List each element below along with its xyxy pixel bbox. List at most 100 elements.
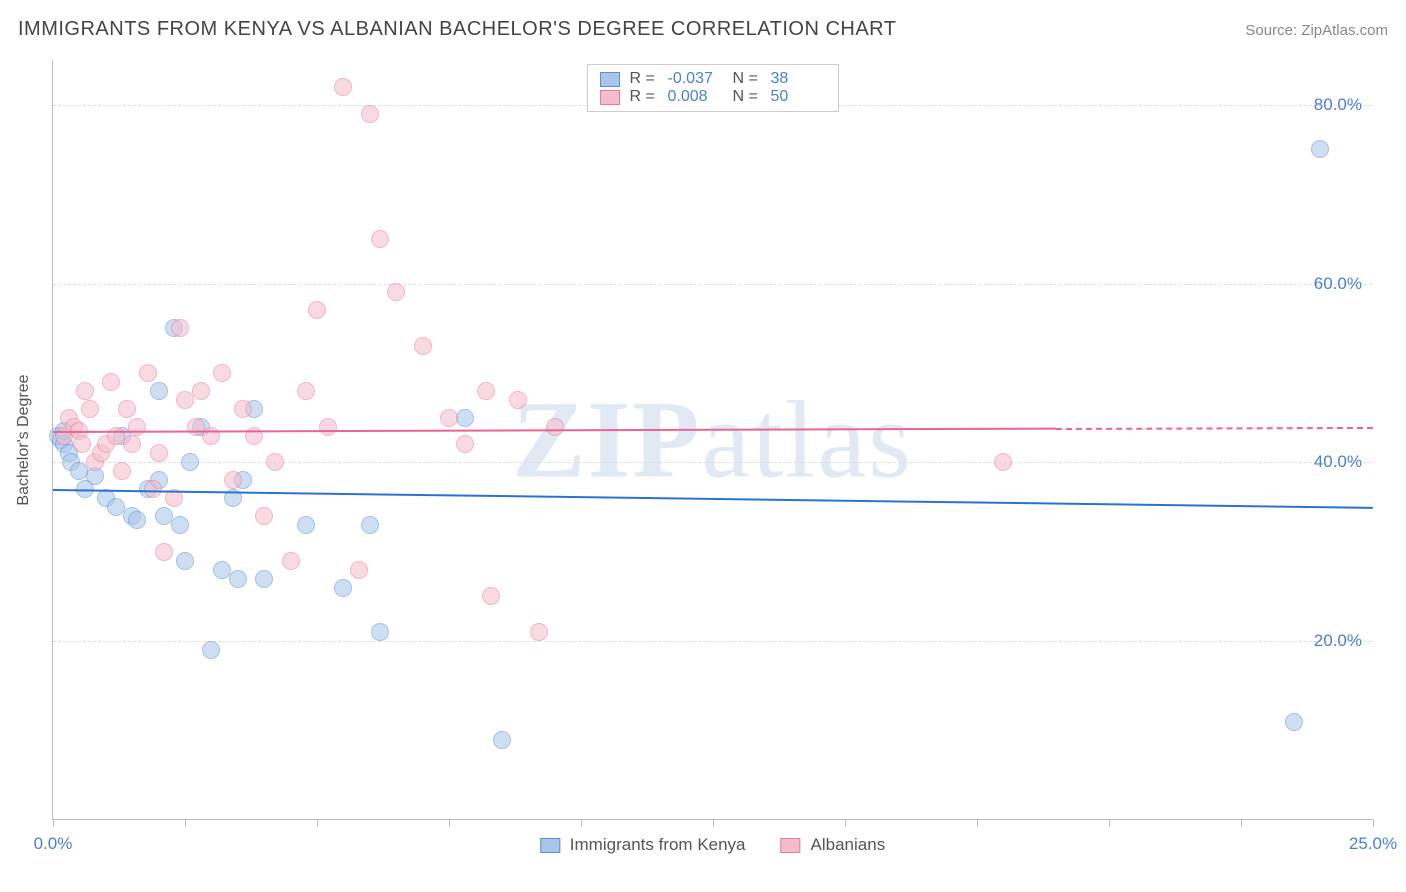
legend-correlation-box: R = -0.037 N = 38 R = 0.008 N = 50 <box>587 64 839 112</box>
data-point-albanians <box>245 427 263 445</box>
data-point-albanians <box>350 561 368 579</box>
data-point-kenya <box>1285 713 1303 731</box>
x-tick-label: 0.0% <box>34 834 73 854</box>
data-point-albanians <box>123 435 141 453</box>
legend-series-box: Immigrants from Kenya Albanians <box>540 835 885 855</box>
data-point-albanians <box>81 400 99 418</box>
data-point-kenya <box>371 623 389 641</box>
data-point-albanians <box>282 552 300 570</box>
data-point-albanians <box>113 462 131 480</box>
chart-title: IMMIGRANTS FROM KENYA VS ALBANIAN BACHEL… <box>18 18 896 41</box>
data-point-albanians <box>414 337 432 355</box>
y-tick-label: 80.0% <box>1314 95 1362 115</box>
data-point-kenya <box>1311 140 1329 158</box>
data-point-albanians <box>440 409 458 427</box>
watermark: ZIPatlas <box>512 376 913 503</box>
legend-label-kenya: Immigrants from Kenya <box>570 835 746 855</box>
data-point-albanians <box>118 400 136 418</box>
data-point-albanians <box>76 382 94 400</box>
legend-swatch-kenya <box>600 72 620 87</box>
legend-N-label: N = <box>733 88 761 106</box>
data-point-albanians <box>482 587 500 605</box>
data-point-kenya <box>361 516 379 534</box>
data-point-albanians <box>509 391 527 409</box>
legend-N-value-albanians: 50 <box>771 88 826 106</box>
data-point-albanians <box>308 301 326 319</box>
trend-line <box>1056 427 1373 430</box>
data-point-albanians <box>150 444 168 462</box>
x-tick <box>977 819 978 827</box>
data-point-albanians <box>530 623 548 641</box>
source-attribution: Source: ZipAtlas.com <box>1245 22 1388 40</box>
legend-N-label: N = <box>733 70 761 88</box>
source-value: ZipAtlas.com <box>1301 22 1388 39</box>
data-point-albanians <box>192 382 210 400</box>
x-tick <box>1109 819 1110 827</box>
source-label: Source: <box>1245 22 1301 39</box>
data-point-albanians <box>477 382 495 400</box>
data-point-kenya <box>128 511 146 529</box>
data-point-albanians <box>213 364 231 382</box>
data-point-kenya <box>171 516 189 534</box>
legend-swatch-albanians <box>781 838 801 853</box>
x-tick <box>713 819 714 827</box>
y-tick-label: 60.0% <box>1314 274 1362 294</box>
data-point-kenya <box>493 731 511 749</box>
x-tick <box>1373 819 1374 827</box>
trend-line <box>53 489 1373 509</box>
x-tick <box>845 819 846 827</box>
data-point-albanians <box>371 230 389 248</box>
data-point-albanians <box>144 480 162 498</box>
data-point-kenya <box>181 453 199 471</box>
data-point-albanians <box>297 382 315 400</box>
data-point-albanians <box>361 105 379 123</box>
legend-R-value-kenya: -0.037 <box>668 70 723 88</box>
data-point-albanians <box>546 418 564 436</box>
legend-item-albanians: Albanians <box>781 835 886 855</box>
gridline <box>53 641 1372 642</box>
data-point-albanians <box>139 364 157 382</box>
x-tick <box>317 819 318 827</box>
y-tick-label: 40.0% <box>1314 452 1362 472</box>
data-point-albanians <box>128 418 146 436</box>
data-point-kenya <box>176 552 194 570</box>
gridline <box>53 462 1372 463</box>
legend-R-label: R = <box>630 88 658 106</box>
x-tick <box>1241 819 1242 827</box>
legend-N-value-kenya: 38 <box>771 70 826 88</box>
data-point-albanians <box>234 400 252 418</box>
data-point-albanians <box>994 453 1012 471</box>
data-point-kenya <box>229 570 247 588</box>
data-point-albanians <box>224 471 242 489</box>
x-tick <box>53 819 54 827</box>
legend-row-kenya: R = -0.037 N = 38 <box>600 70 826 88</box>
legend-label-albanians: Albanians <box>811 835 886 855</box>
legend-R-label: R = <box>630 70 658 88</box>
legend-row-albanians: R = 0.008 N = 50 <box>600 88 826 106</box>
data-point-albanians <box>334 78 352 96</box>
data-point-albanians <box>456 435 474 453</box>
y-tick-label: 20.0% <box>1314 631 1362 651</box>
data-point-albanians <box>319 418 337 436</box>
legend-swatch-albanians <box>600 90 620 105</box>
data-point-albanians <box>255 507 273 525</box>
data-point-albanians <box>171 319 189 337</box>
x-tick <box>185 819 186 827</box>
data-point-albanians <box>387 283 405 301</box>
data-point-kenya <box>334 579 352 597</box>
data-point-kenya <box>297 516 315 534</box>
data-point-albanians <box>266 453 284 471</box>
scatter-plot-area: ZIPatlas R = -0.037 N = 38 R = 0.008 N =… <box>52 60 1372 820</box>
data-point-kenya <box>202 641 220 659</box>
x-tick-label: 25.0% <box>1349 834 1397 854</box>
data-point-kenya <box>150 382 168 400</box>
data-point-albanians <box>155 543 173 561</box>
legend-R-value-albanians: 0.008 <box>668 88 723 106</box>
x-tick <box>581 819 582 827</box>
gridline <box>53 284 1372 285</box>
legend-swatch-kenya <box>540 838 560 853</box>
data-point-kenya <box>255 570 273 588</box>
data-point-albanians <box>102 373 120 391</box>
data-point-albanians <box>202 427 220 445</box>
legend-item-kenya: Immigrants from Kenya <box>540 835 746 855</box>
